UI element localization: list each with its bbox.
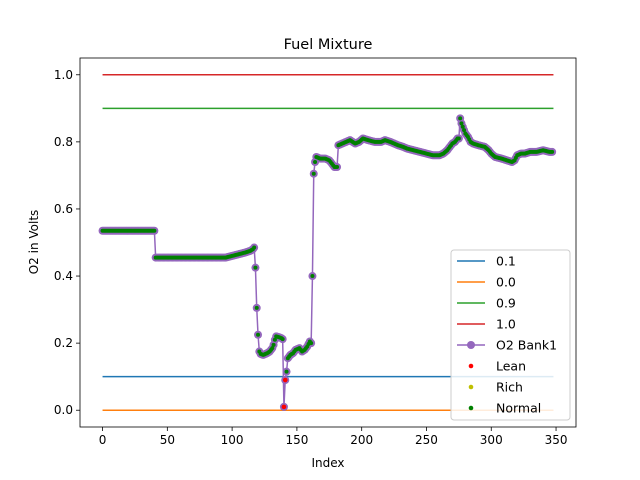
normal-point (270, 346, 275, 351)
lean-point (282, 377, 288, 383)
normal-point (309, 341, 314, 346)
x-tick-label: 100 (221, 433, 244, 447)
y-tick-label: 0.4 (54, 269, 73, 283)
normal-point (284, 369, 289, 374)
legend-label: O2 Bank1 (496, 338, 557, 353)
normal-point (152, 228, 157, 233)
legend-label: 0.1 (496, 254, 516, 269)
legend-marker (467, 341, 475, 349)
y-tick-label: 0.8 (54, 135, 73, 149)
normal-point (459, 121, 464, 126)
y-tick-label: 0.2 (54, 336, 73, 350)
legend-label: Normal (496, 401, 541, 416)
y-tick-label: 0.6 (54, 202, 73, 216)
normal-point (335, 165, 340, 170)
normal-point (550, 149, 555, 154)
legend-label: Lean (496, 359, 526, 374)
normal-point (256, 332, 261, 337)
normal-point (462, 128, 467, 133)
normal-point (272, 337, 277, 342)
x-axis-label: Index (311, 456, 344, 470)
normal-point (456, 136, 461, 141)
legend-dot (468, 363, 474, 369)
normal-point (253, 265, 258, 270)
legend-label: 0.0 (496, 275, 516, 290)
normal-point (313, 159, 318, 164)
normal-point (310, 274, 315, 279)
lean-point (281, 404, 287, 410)
normal-point (254, 305, 259, 310)
legend-box (450, 249, 571, 421)
normal-point (460, 124, 465, 129)
legend-label: 1.0 (496, 317, 516, 332)
x-tick-label: 300 (480, 433, 503, 447)
axis-ticks: 0 50 100 150 200 250 300 350 0.0 0.2 0.4 0.6 0.8 1.0 (54, 68, 568, 447)
chart-title: Fuel Mixture (284, 37, 373, 53)
normal-point (271, 342, 276, 347)
plot-area (98, 74, 557, 411)
y-tick-label: 1.0 (54, 68, 73, 82)
x-tick-label: 150 (285, 433, 308, 447)
x-tick-label: 250 (415, 433, 438, 447)
legend-dot (468, 405, 474, 411)
normal-point (280, 337, 285, 342)
legend-label: Rich (496, 380, 523, 395)
y-axis-label: O2 in Volts (27, 210, 41, 275)
legend: 0.1 0.0 0.9 1.0 O2 Bank1 Lean Rich Normal (450, 249, 571, 421)
x-tick-label: 0 (99, 433, 107, 447)
axes-frame (79, 57, 577, 428)
y-tick-label: 0.0 (54, 403, 73, 417)
legend-dot (468, 384, 474, 390)
normal-point (458, 116, 463, 121)
x-tick-label: 200 (350, 433, 373, 447)
legend-label: 0.9 (496, 296, 516, 311)
normal-point (311, 171, 316, 176)
normal-point (252, 245, 257, 250)
x-tick-label: 50 (160, 433, 175, 447)
x-tick-label: 350 (545, 433, 568, 447)
